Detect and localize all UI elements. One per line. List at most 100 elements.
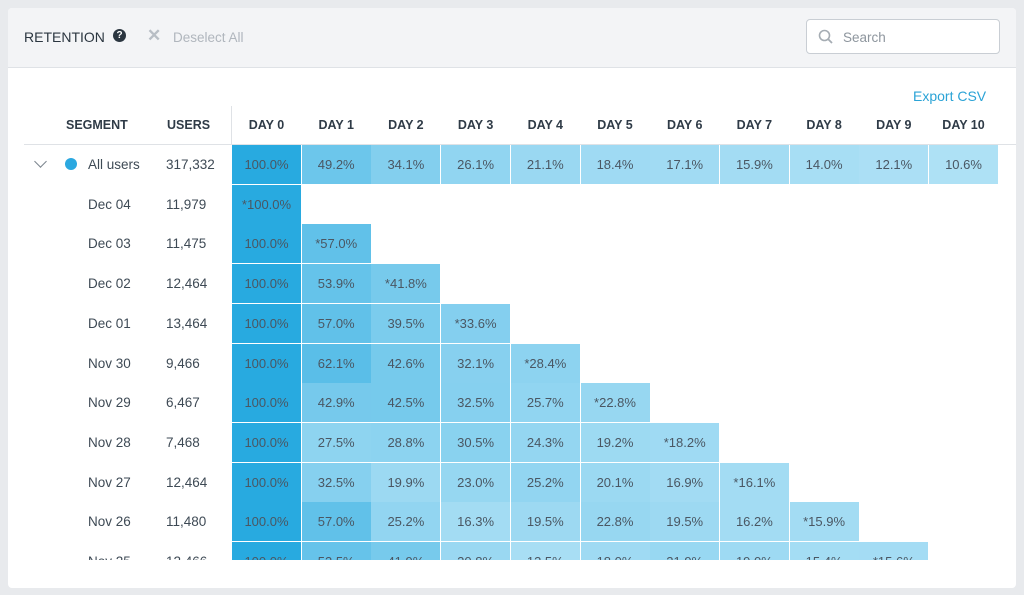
retention-cell: 19.2%	[580, 422, 650, 462]
retention-cell: 15.4%	[789, 542, 859, 560]
retention-cell: 18.4%	[580, 145, 650, 184]
column-header: USERS	[167, 118, 211, 132]
retention-cell: 16.3%	[441, 502, 511, 542]
users-count: 12,464	[166, 276, 208, 292]
retention-cell: 25.2%	[371, 502, 441, 542]
retention-cell: 53.9%	[301, 264, 371, 304]
retention-cell: *33.6%	[441, 303, 511, 343]
retention-cell: 49.2%	[301, 145, 371, 184]
retention-cell: 23.0%	[441, 462, 511, 502]
retention-cell: 10.6%	[929, 145, 998, 184]
retention-cell: 53.5%	[301, 542, 371, 560]
retention-cell: 12.1%	[859, 145, 929, 184]
retention-cell: 27.5%	[301, 422, 371, 462]
column-header: DAY 3	[457, 118, 494, 132]
users-count: 6,467	[166, 395, 200, 411]
users-count: 7,468	[166, 434, 200, 450]
help-icon[interactable]: ?	[113, 29, 126, 42]
users-count: 12,464	[166, 474, 208, 490]
retention-cell: 18.0%	[580, 542, 650, 560]
segment-label: Dec 01	[88, 315, 131, 331]
search-placeholder: Search	[843, 30, 886, 45]
segment-label: Dec 04	[88, 196, 131, 212]
retention-table: SEGMENT USERS DAY 0 DAY 1 DAY 2 DAY 3 DAY 4 DAY…	[8, 68, 1016, 560]
header-rule	[24, 144, 1016, 145]
retention-cell: 21.9%	[650, 542, 720, 560]
retention-cell: 100.0%	[232, 264, 301, 304]
retention-cell: *28.4%	[510, 343, 580, 383]
retention-cell: 25.2%	[510, 462, 580, 502]
retention-cell: *16.1%	[719, 462, 789, 502]
retention-cell: 19.0%	[719, 542, 789, 560]
column-header: DAY 1	[318, 118, 354, 132]
retention-cell: 26.1%	[441, 145, 511, 184]
retention-cell: *15.9%	[789, 502, 859, 542]
retention-cell: 57.0%	[301, 502, 371, 542]
retention-cell: 57.0%	[301, 303, 371, 343]
retention-cell: 16.9%	[650, 462, 720, 502]
retention-cell: 19.5%	[510, 502, 580, 542]
retention-cell: 32.5%	[441, 383, 511, 423]
retention-cell: 100.0%	[232, 343, 301, 383]
retention-cell: 41.9%	[371, 542, 441, 560]
users-count: 9,466	[166, 355, 200, 371]
retention-cell: 100.0%	[232, 502, 301, 542]
users-count: 11,979	[166, 196, 207, 212]
retention-cell: 42.6%	[371, 343, 441, 383]
retention-cell: *41.8%	[371, 264, 441, 304]
retention-cell: 100.0%	[232, 303, 301, 343]
segment-label: Nov 27	[88, 474, 131, 490]
retention-cell: 16.2%	[719, 502, 789, 542]
column-header: DAY 2	[388, 118, 424, 132]
segment-label: Dec 02	[88, 276, 131, 292]
export-csv[interactable]: Export CSV	[913, 88, 987, 104]
retention-cell: 19.9%	[371, 462, 441, 502]
retention-cell: 34.1%	[371, 145, 441, 184]
column-header: DAY 4	[527, 118, 564, 132]
retention-cell: *100.0%	[232, 184, 301, 224]
retention-cell: 42.5%	[371, 383, 441, 423]
users-count: 11,480	[166, 514, 207, 530]
segment-label: All users	[88, 157, 140, 172]
retention-cell: 24.3%	[510, 422, 580, 462]
retention-cell: *57.0%	[301, 224, 371, 264]
segment-label: Nov 30	[88, 355, 131, 371]
retention-cell: 100.0%	[232, 542, 301, 560]
segment-dot	[65, 158, 77, 170]
retention-cell: 100.0%	[232, 224, 301, 264]
users-count: 13,464	[166, 315, 208, 331]
users-count: 12,466	[166, 554, 207, 560]
retention-cell: 19.5%	[650, 502, 720, 542]
title: RETENTION	[24, 29, 105, 45]
retention-cell: 30.5%	[441, 422, 511, 462]
segment-label: Nov 26	[88, 514, 131, 530]
expand-chevron[interactable]	[34, 155, 47, 168]
column-header: DAY 0	[248, 118, 285, 132]
search-box[interactable]: Search	[806, 19, 1000, 54]
retention-cell: 20.8%	[441, 542, 511, 560]
retention-cell: 62.1%	[301, 343, 371, 383]
column-header: DAY 8	[806, 118, 842, 132]
column-header: DAY 10	[942, 118, 985, 132]
retention-cell: 42.9%	[301, 383, 371, 423]
retention-cell: *18.2%	[650, 422, 720, 462]
retention-cell: 17.1%	[650, 145, 720, 184]
segment-label: Nov 29	[88, 395, 131, 411]
deselect-icon[interactable]: ✕	[147, 26, 162, 45]
header-divider	[231, 106, 232, 144]
retention-cell: 15.9%	[719, 145, 789, 184]
retention-cell: 28.8%	[371, 422, 441, 462]
segment-label: Dec 03	[88, 236, 131, 252]
toolbar: RETENTION ? ✕ Deselect All Search	[8, 8, 1016, 68]
retention-cell: 14.0%	[789, 145, 859, 184]
column-header: DAY 5	[597, 118, 633, 132]
retention-cell: 32.1%	[441, 343, 511, 383]
retention-cell: 100.0%	[232, 422, 301, 462]
users-count: 11,475	[166, 236, 207, 252]
retention-cell: 20.1%	[580, 462, 650, 502]
segment-label: Nov 25	[88, 554, 131, 560]
retention-cell: 21.1%	[510, 145, 580, 184]
retention-panel: RETENTION ? ✕ Deselect All Search Export…	[8, 8, 1016, 588]
deselect-all[interactable]: Deselect All	[173, 30, 244, 45]
